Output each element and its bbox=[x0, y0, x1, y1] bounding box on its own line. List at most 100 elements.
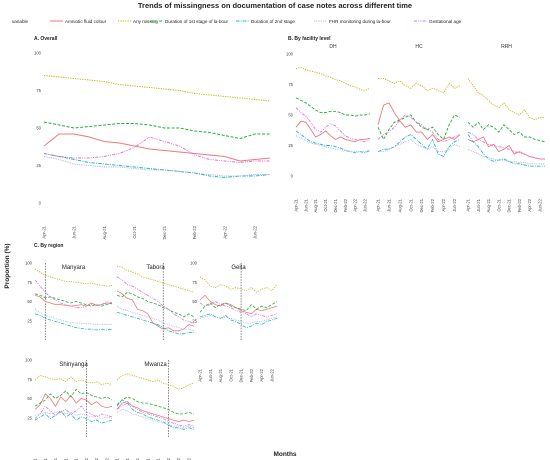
series-line-amniotic-fluid-colour bbox=[199, 294, 278, 315]
series-line-any-missing bbox=[34, 374, 113, 386]
facet-label: RRH bbox=[501, 44, 512, 50]
series-line-duration-of-2nd-stage bbox=[295, 130, 371, 154]
x-tick-label: Feb-22 bbox=[249, 368, 254, 382]
x-tick-label: Jun-21 bbox=[476, 198, 481, 211]
x-tick-label: Jun-21 bbox=[125, 457, 130, 460]
series-line-duration-of-1st-stage-of-la-bour bbox=[295, 97, 371, 117]
x-tick-label: Apr-22 bbox=[176, 457, 181, 460]
x-tick-label: Aug-21 bbox=[102, 225, 107, 239]
x-tick-label: Oct-21 bbox=[323, 198, 328, 211]
y-tick-label: 0 bbox=[39, 201, 42, 206]
panel-a-plot: 0 25 50 75 100 Apr-21 Jun-21 Aug-21 Oct-21 Dec-21… bbox=[34, 51, 271, 240]
x-tick-label: Aug-21 bbox=[486, 198, 491, 212]
y-tick-label: 50 bbox=[192, 299, 197, 304]
facet-label: DH bbox=[329, 44, 337, 50]
series-line-amniotic-fluid-colour bbox=[116, 401, 195, 423]
series-line-duration-of-2nd-stage bbox=[467, 134, 545, 167]
facet-label: Mwanza bbox=[144, 362, 167, 368]
series-line-fhr-monitoring-during-la-bour bbox=[199, 314, 278, 324]
x-tick-label: Aug-21 bbox=[53, 457, 58, 460]
panel-c-shinyanga: 25 50 75 100 Apr-21 Jun-21 Aug-21 Oct-21 Dec-21 F… bbox=[25, 358, 113, 460]
x-tick-label: Oct-21 bbox=[63, 457, 68, 460]
y-tick-label: 75 bbox=[288, 82, 293, 87]
panel-c-geita: 25 50 75 100 Apr-21 Jun-21 Aug-21 Oct-21 Dec-21 F… bbox=[190, 261, 278, 383]
series-line-duration-of-1st-stage-of-la-bour bbox=[377, 114, 461, 141]
series-line-duration-of-2nd-stage bbox=[199, 313, 278, 329]
series-line-duration-of-1st-stage-of-la-bour bbox=[199, 301, 278, 313]
series-line-amniotic-fluid-colour bbox=[34, 393, 113, 410]
x-tick-label: Aug-21 bbox=[313, 198, 318, 212]
x-tick-label: Aug-21 bbox=[135, 457, 140, 460]
series-line-duration-of-1st-stage-of-la-bour bbox=[34, 388, 113, 407]
x-tick-label: Apr-21 bbox=[198, 368, 203, 381]
x-tick-label: Oct-21 bbox=[408, 198, 413, 211]
series-line-any-missing bbox=[199, 276, 278, 293]
x-tick-label: Apr-22 bbox=[222, 225, 227, 238]
legend-label-any-missing: Any missing bbox=[133, 19, 158, 24]
series-line-duration-of-1st-stage-of-la-bour bbox=[116, 291, 195, 318]
y-tick-label: 75 bbox=[27, 280, 32, 285]
x-tick-label: Apr-21 bbox=[466, 198, 471, 211]
series-line-amniotic-fluid-colour bbox=[467, 136, 545, 160]
series-line-any-missing bbox=[43, 75, 271, 102]
x-tick-label: Feb-22 bbox=[430, 198, 435, 212]
x-tick-label: Apr-21 bbox=[42, 225, 47, 238]
series-line-gestational-age bbox=[467, 131, 545, 160]
y-tick-label: 100 bbox=[190, 261, 198, 266]
legend-title: variable bbox=[12, 19, 29, 24]
x-tick-label: Feb-22 bbox=[343, 198, 348, 212]
series-line-amniotic-fluid-colour bbox=[43, 133, 271, 162]
x-tick-label: Jun-21 bbox=[72, 225, 77, 238]
facet-label: Shinyanga bbox=[59, 362, 88, 368]
x-tick-label: Dec-21 bbox=[156, 457, 161, 460]
series-line-gestational-age bbox=[34, 279, 113, 309]
x-tick-label: Feb-22 bbox=[517, 198, 522, 212]
facet-label: Manyara bbox=[62, 265, 86, 271]
legend-label-fhr-monitoring-during-la-bour: FHR monitoring during la-bour bbox=[329, 19, 391, 24]
series-line-gestational-age bbox=[199, 301, 278, 318]
x-tick-label: Aug-21 bbox=[218, 368, 223, 382]
series-line-any-missing bbox=[295, 66, 371, 92]
x-tick-label: Apr-21 bbox=[33, 457, 38, 460]
panel-b-hc: Apr-21 Jun-21 Aug-21 Oct-21 Dec-21 Feb-22 Apr-… bbox=[376, 44, 461, 213]
x-tick-label: Jun-22 bbox=[104, 457, 109, 460]
x-tick-label: Oct-21 bbox=[228, 368, 233, 381]
series-line-any-missing bbox=[467, 78, 545, 121]
panel-c-manyara: 25 50 75 100 Manyara bbox=[25, 261, 113, 340]
series-line-duration-of-2nd-stage bbox=[116, 311, 194, 335]
x-tick-label: Apr-22 bbox=[94, 457, 99, 460]
x-tick-label: Oct-21 bbox=[132, 225, 137, 238]
x-tick-label: Dec-21 bbox=[74, 457, 79, 460]
series-line-duration-of-1st-stage-of-la-bour bbox=[116, 396, 195, 415]
x-tick-label: Dec-21 bbox=[239, 368, 244, 382]
plots: 0 25 50 75 100 Apr-21 Jun-21 Aug-21 Oct-21 Dec-21… bbox=[25, 44, 546, 460]
series-line-fhr-monitoring-during-la-bour bbox=[34, 410, 113, 419]
x-tick-label: Oct-21 bbox=[145, 457, 150, 460]
x-tick-label: Apr-21 bbox=[376, 198, 381, 211]
x-tick-label: Apr-21 bbox=[294, 198, 299, 211]
x-tick-label: Jun-21 bbox=[43, 457, 48, 460]
y-tick-label: 100 bbox=[34, 51, 42, 56]
panel-b-dh: 0 25 50 75 100 Apr-21 Jun-21 Aug-21 Oct-21 Dec-21… bbox=[286, 44, 371, 213]
series-line-amniotic-fluid-colour bbox=[377, 102, 461, 143]
series-line-fhr-monitoring-during-la-bour bbox=[116, 305, 195, 332]
series-line-duration-of-2nd-stage bbox=[34, 410, 113, 424]
figure-title: Trends of missingness on documentation o… bbox=[138, 1, 412, 10]
series-line-gestational-age bbox=[34, 405, 113, 419]
x-tick-label: Feb-22 bbox=[166, 457, 171, 460]
x-tick-label: Apr-22 bbox=[259, 368, 264, 381]
x-tick-label: Oct-21 bbox=[496, 198, 501, 211]
x-tick-label: Jun-22 bbox=[537, 198, 542, 211]
y-tick-label: 25 bbox=[27, 318, 32, 323]
series-line-fhr-monitoring-during-la-bour bbox=[378, 138, 461, 153]
x-tick-label: Jun-21 bbox=[303, 198, 308, 211]
facet-label: HC bbox=[415, 44, 423, 50]
series-line-duration-of-1st-stage-of-la-bour bbox=[467, 121, 546, 143]
series-line-gestational-age bbox=[377, 114, 461, 143]
y-tick-label: 50 bbox=[27, 396, 32, 401]
y-tick-label: 75 bbox=[27, 377, 32, 382]
series-line-duration-of-1st-stage-of-la-bour bbox=[43, 121, 270, 140]
y-tick-label: 25 bbox=[288, 143, 293, 148]
y-tick-label: 50 bbox=[288, 113, 293, 118]
